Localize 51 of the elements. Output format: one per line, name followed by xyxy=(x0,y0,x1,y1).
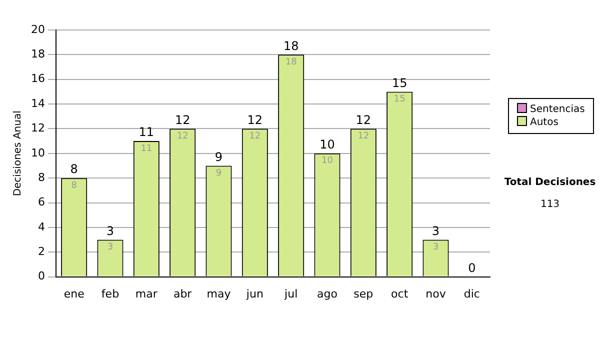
total-label: 11 xyxy=(138,125,154,140)
y-tick-label: 20 xyxy=(30,22,45,36)
y-tick-label: 12 xyxy=(30,122,45,135)
total-label: 12 xyxy=(247,112,263,127)
y-axis-title: Decisiones Anual xyxy=(12,110,24,196)
y-tick-label: 10 xyxy=(30,146,45,160)
data-label: 10 xyxy=(322,156,334,166)
y-tick-label: 18 xyxy=(30,48,45,61)
data-label: 12 xyxy=(358,132,370,142)
data-label: 9 xyxy=(216,168,222,179)
x-tick-label: jun xyxy=(245,287,264,300)
data-label: 8 xyxy=(71,180,78,191)
x-tick-label: jul xyxy=(284,287,298,300)
x-tick-label: feb xyxy=(101,287,120,300)
data-label: 12 xyxy=(249,132,261,142)
y-tick-label: 6 xyxy=(38,196,45,209)
x-tick-label: oct xyxy=(391,287,409,300)
y-tick-label: 16 xyxy=(30,72,45,86)
total-label: 0 xyxy=(468,260,476,275)
data-label: 3 xyxy=(107,242,114,253)
y-tick-label: 0 xyxy=(38,270,45,283)
data-label: 18 xyxy=(285,58,298,68)
total-label: 15 xyxy=(392,76,408,90)
x-tick-label: dic xyxy=(464,287,480,300)
total-label: 8 xyxy=(70,162,78,176)
total-label: 3 xyxy=(106,224,114,238)
total-label: 3 xyxy=(432,224,440,238)
y-tick-label: 4 xyxy=(38,220,45,234)
y-tick-label: 8 xyxy=(38,170,45,184)
total-label: 12 xyxy=(356,112,372,127)
total-label: 10 xyxy=(320,138,335,152)
legend-label: Autos xyxy=(529,116,560,129)
data-label: 15 xyxy=(394,94,406,105)
data-label: 11 xyxy=(140,144,152,154)
x-tick-label: ene xyxy=(64,287,85,300)
total-label: 12 xyxy=(174,112,190,127)
legend-label: Sentencias xyxy=(529,103,585,116)
total-label: 18 xyxy=(283,38,299,53)
data-label: 12 xyxy=(176,132,188,142)
x-tick-label: nov xyxy=(426,287,446,300)
x-tick-label: sep xyxy=(354,287,374,300)
text: 113 xyxy=(539,198,561,212)
x-tick-label: may xyxy=(206,287,232,300)
x-tick-label: ago xyxy=(317,287,338,300)
x-tick-label: abr xyxy=(173,287,192,300)
y-tick-label: 14 xyxy=(30,96,45,110)
total-label: 9 xyxy=(214,150,223,164)
y-tick-label: 2 xyxy=(38,244,45,258)
text: Total Decisiones xyxy=(503,176,597,190)
x-tick-label: mar xyxy=(135,287,158,300)
data-label: 3 xyxy=(432,242,439,253)
